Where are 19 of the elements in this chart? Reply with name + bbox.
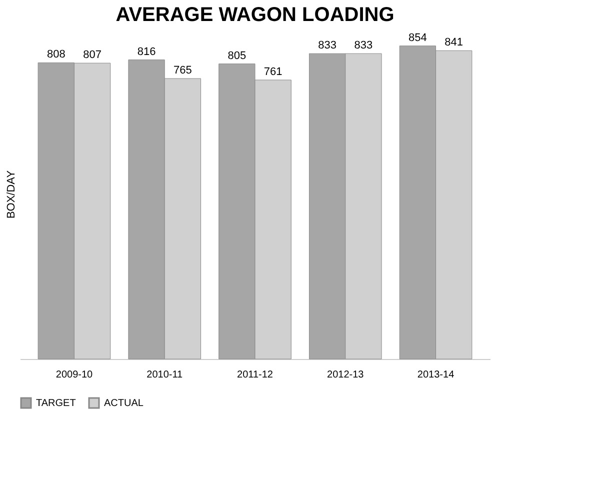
data-label: 761 <box>264 66 282 78</box>
x-tick-label: 2013-14 <box>417 370 455 380</box>
y-axis-title: BOX/DAY <box>6 170 18 219</box>
chart-title: AVERAGE WAGON LOADING <box>116 4 394 26</box>
data-label: 807 <box>83 49 102 62</box>
x-tick-label: 2010-11 <box>146 370 184 380</box>
data-label: 833 <box>354 40 373 52</box>
data-label: 841 <box>444 36 464 49</box>
data-label: 808 <box>46 48 66 61</box>
data-label: 833 <box>318 40 336 52</box>
data-label: 854 <box>408 32 427 44</box>
data-label: 765 <box>174 64 192 76</box>
data-label: 816 <box>137 46 156 58</box>
legend-label: TARGET <box>36 398 76 409</box>
data-label: 805 <box>228 50 246 62</box>
x-tick-label: 2011-12 <box>237 370 274 380</box>
legend-label: ACTUAL <box>104 398 144 409</box>
x-tick-label: 2012-13 <box>327 370 364 380</box>
x-tick-label: 2009-10 <box>56 370 94 380</box>
